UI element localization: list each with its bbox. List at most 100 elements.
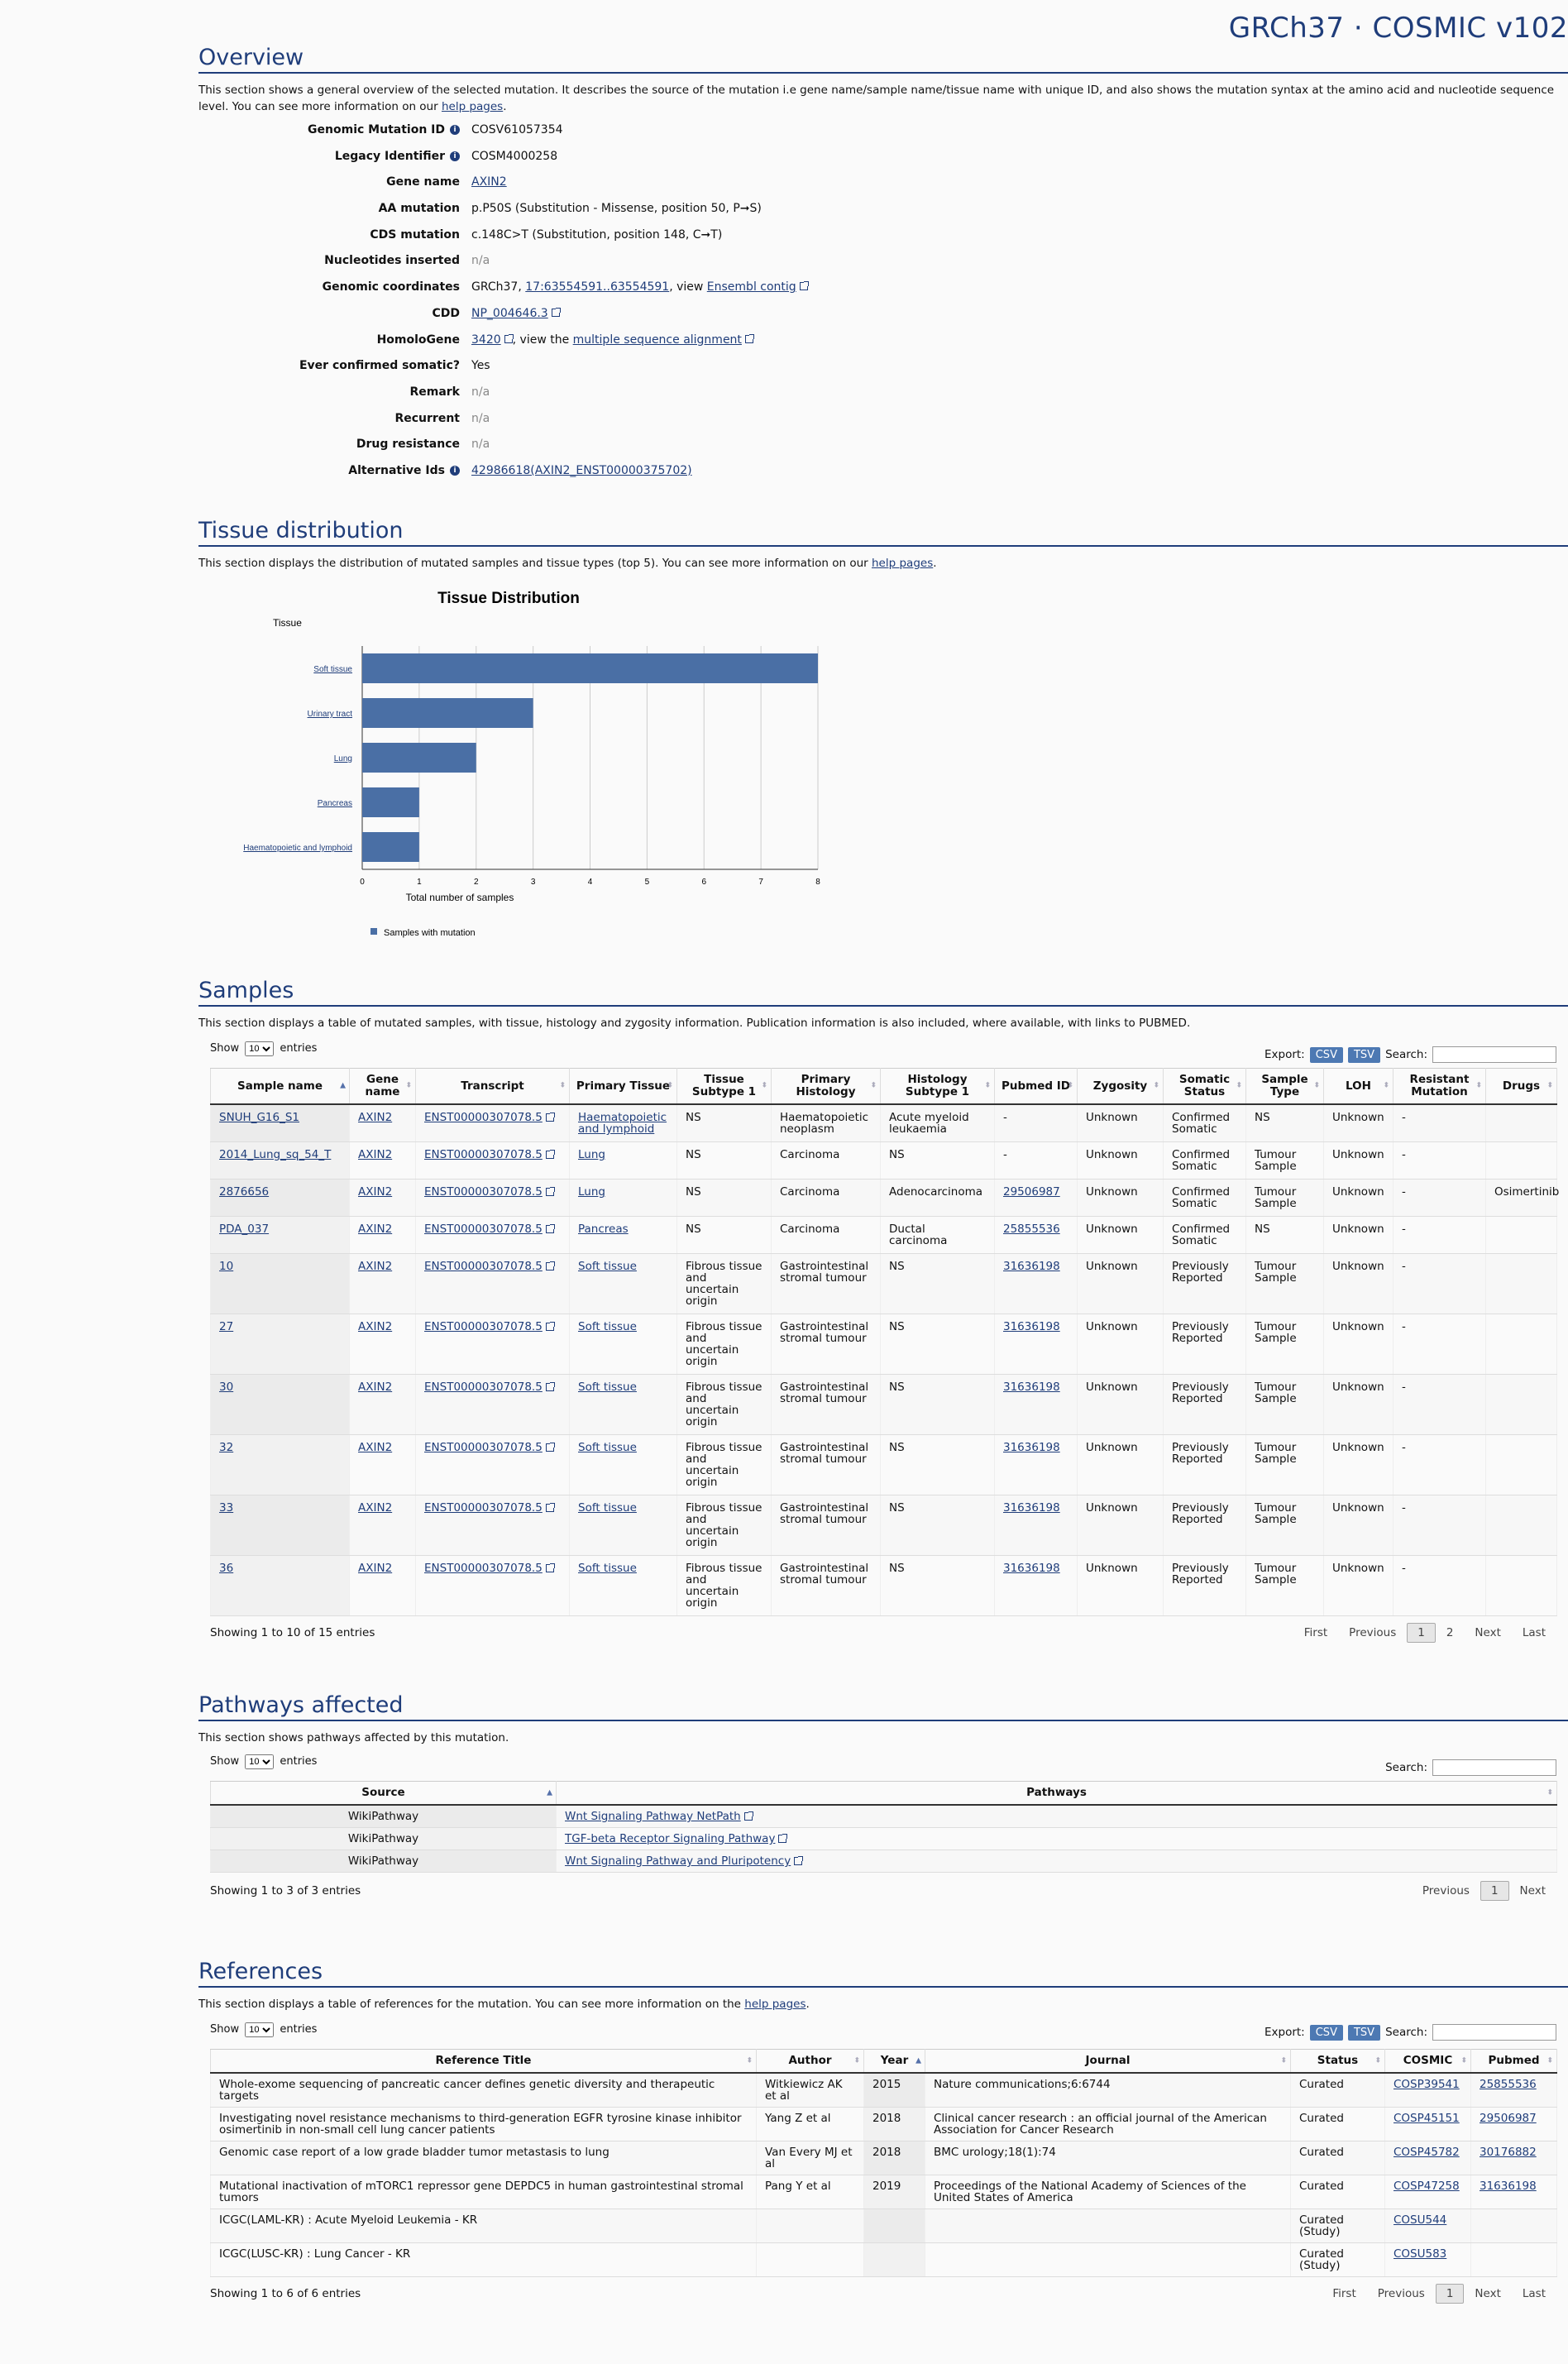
cosmic-link[interactable]: COSP45151	[1394, 2112, 1460, 2125]
cell-link[interactable]: PDA_037	[219, 1223, 270, 1236]
cell-link[interactable]: 29506987	[1003, 1185, 1060, 1199]
cell-link[interactable]: ENST00000307078.5	[424, 1501, 543, 1515]
cosmic-link[interactable]: COSP45782	[1394, 2146, 1460, 2159]
pagination-previous[interactable]: Previous	[1377, 2287, 1425, 2300]
column-header[interactable]: Primary Tissue ⬍	[569, 1068, 677, 1105]
cell-link[interactable]: Soft tissue	[578, 1562, 637, 1575]
value-link[interactable]: NP_004646.3	[471, 306, 548, 320]
info-icon[interactable]: i	[450, 125, 460, 135]
cell-link[interactable]: 31636198	[1003, 1441, 1060, 1454]
samples-search-input[interactable]	[1432, 1046, 1556, 1063]
column-header[interactable]: Tissue Subtype 1 ⬍	[676, 1068, 772, 1105]
cell-link[interactable]: ENST00000307078.5	[424, 1381, 543, 1394]
column-header[interactable]: Author ⬍	[756, 2049, 864, 2074]
pathway-link[interactable]: Wnt Signaling Pathway NetPath	[565, 1810, 741, 1823]
value-link[interactable]: Ensembl contig	[706, 280, 796, 294]
category-link[interactable]: Lung	[334, 754, 352, 763]
pathway-link[interactable]: TGF-beta Receptor Signaling Pathway	[565, 1832, 776, 1845]
cell-link[interactable]: Soft tissue	[578, 1381, 637, 1394]
column-header[interactable]: Resistant Mutation ⬍	[1393, 1068, 1486, 1105]
column-header[interactable]: Primary Histology ⬍	[771, 1068, 881, 1105]
pubmed-link[interactable]: 31636198	[1480, 2180, 1537, 2193]
cell-link[interactable]: 2014_Lung_sq_54_T	[219, 1148, 332, 1161]
csv-export-button[interactable]: CSV	[1309, 2024, 1343, 2041]
column-header[interactable]: Gene name ⬍	[349, 1068, 416, 1105]
pagination-first[interactable]: First	[1303, 1626, 1328, 1639]
tsv-export-button[interactable]: TSV	[1347, 2024, 1381, 2041]
cell-link[interactable]: 32	[219, 1441, 234, 1454]
help-pages-link[interactable]: help pages	[872, 557, 934, 570]
info-icon[interactable]: i	[450, 151, 460, 161]
cell-link[interactable]: 36	[219, 1562, 234, 1575]
pagination-2[interactable]: 2	[1446, 1626, 1454, 1639]
cell-link[interactable]: AXIN2	[358, 1111, 393, 1124]
cell-link[interactable]: ENST00000307078.5	[424, 1223, 543, 1236]
cell-link[interactable]: AXIN2	[358, 1223, 393, 1236]
pagination-next[interactable]: Next	[1475, 1626, 1501, 1639]
column-header[interactable]: Sample name ▲	[210, 1068, 350, 1105]
category-link[interactable]: Pancreas	[318, 799, 352, 808]
cell-link[interactable]: ENST00000307078.5	[424, 1320, 543, 1333]
column-header[interactable]: Status ⬍	[1290, 2049, 1385, 2074]
tsv-export-button[interactable]: TSV	[1347, 1046, 1381, 1063]
pagination-1[interactable]: 1	[1435, 2284, 1465, 2304]
value-link[interactable]: multiple sequence alignment	[572, 333, 742, 347]
info-icon[interactable]: i	[450, 465, 460, 476]
cell-link[interactable]: Pancreas	[578, 1223, 629, 1236]
cell-link[interactable]: Lung	[578, 1148, 605, 1161]
column-header[interactable]: Reference Title ⬍	[210, 2049, 757, 2074]
pubmed-link[interactable]: 29506987	[1480, 2112, 1537, 2125]
cell-link[interactable]: 30	[219, 1381, 234, 1394]
cell-link[interactable]: 31636198	[1003, 1562, 1060, 1575]
value-link[interactable]: AXIN2	[471, 175, 507, 189]
cosmic-link[interactable]: COSU544	[1394, 2213, 1447, 2227]
pubmed-link[interactable]: 30176882	[1480, 2146, 1537, 2159]
pagination-last[interactable]: Last	[1522, 1626, 1546, 1639]
column-header[interactable]: Journal ⬍	[925, 2049, 1291, 2074]
cell-link[interactable]: 25855536	[1003, 1223, 1060, 1236]
cell-link[interactable]: SNUH_G16_S1	[219, 1111, 299, 1124]
column-header[interactable]: Somatic Status ⬍	[1163, 1068, 1246, 1105]
pathways-search-input[interactable]	[1432, 1759, 1556, 1776]
pagination-first[interactable]: First	[1332, 2287, 1356, 2300]
cell-link[interactable]: AXIN2	[358, 1441, 393, 1454]
column-header[interactable]: Histology Subtype 1 ⬍	[880, 1068, 995, 1105]
cell-link[interactable]: AXIN2	[358, 1185, 393, 1199]
cosmic-link[interactable]: COSP39541	[1394, 2078, 1460, 2091]
category-link[interactable]: Soft tissue	[313, 665, 352, 674]
value-link[interactable]: 3420	[471, 333, 501, 347]
pathways-entries-select[interactable]: 10	[245, 1754, 275, 1769]
cell-link[interactable]: AXIN2	[358, 1148, 393, 1161]
help-pages-link[interactable]: help pages	[744, 1998, 806, 2011]
pagination-previous[interactable]: Previous	[1349, 1626, 1397, 1639]
column-header[interactable]: Transcript ⬍	[415, 1068, 570, 1105]
cell-link[interactable]: Lung	[578, 1185, 605, 1199]
category-link[interactable]: Haematopoietic and lymphoid	[243, 844, 352, 853]
value-link[interactable]: 17:63554591..63554591	[525, 280, 670, 294]
cell-link[interactable]: ENST00000307078.5	[424, 1441, 543, 1454]
cell-link[interactable]: Soft tissue	[578, 1501, 637, 1515]
cell-link[interactable]: Soft tissue	[578, 1260, 637, 1273]
column-header[interactable]: Pubmed ⬍	[1470, 2049, 1557, 2074]
cosmic-link[interactable]: COSP47258	[1394, 2180, 1460, 2193]
cell-link[interactable]: AXIN2	[358, 1260, 393, 1273]
cell-link[interactable]: Soft tissue	[578, 1441, 637, 1454]
cell-link[interactable]: ENST00000307078.5	[424, 1148, 543, 1161]
pathway-link[interactable]: Wnt Signaling Pathway and Pluripotency	[565, 1854, 791, 1868]
cell-link[interactable]: AXIN2	[358, 1381, 393, 1394]
cell-link[interactable]: 10	[219, 1260, 234, 1273]
references-entries-select[interactable]: 10	[245, 2022, 275, 2037]
category-link[interactable]: Urinary tract	[308, 710, 353, 719]
value-link[interactable]: 42986618(AXIN2_ENST00000375702)	[471, 463, 692, 477]
cell-link[interactable]: 31636198	[1003, 1260, 1060, 1273]
pagination-next[interactable]: Next	[1519, 1884, 1546, 1897]
column-header[interactable]: LOH ⬍	[1323, 1068, 1394, 1105]
column-header[interactable]: Pubmed ID ⬍	[994, 1068, 1078, 1105]
column-header[interactable]: COSMIC ⬍	[1384, 2049, 1471, 2074]
column-header[interactable]: Sample Type ⬍	[1245, 1068, 1324, 1105]
column-header[interactable]: Pathways ⬍	[556, 1781, 1557, 1806]
cell-link[interactable]: ENST00000307078.5	[424, 1111, 543, 1124]
cell-link[interactable]: 33	[219, 1501, 234, 1515]
help-pages-link[interactable]: help pages	[441, 100, 504, 113]
cell-link[interactable]: 31636198	[1003, 1501, 1060, 1515]
